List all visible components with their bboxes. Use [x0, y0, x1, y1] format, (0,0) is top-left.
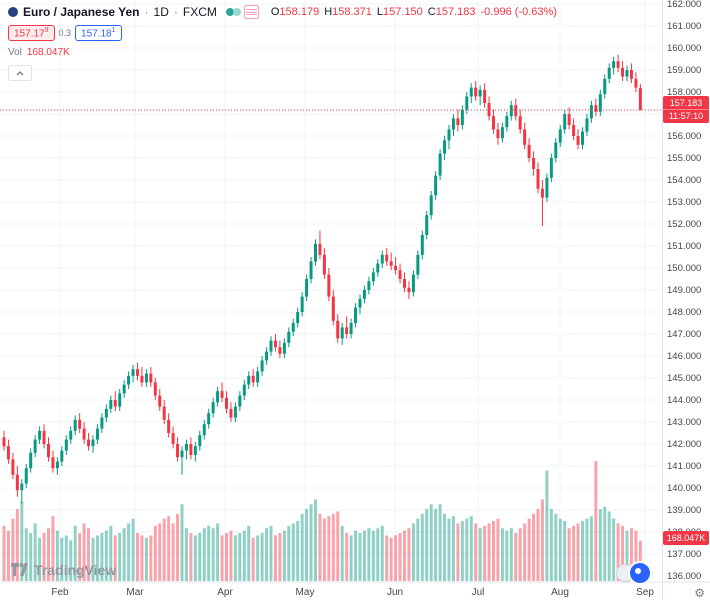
time-tick-label: Sep: [636, 587, 654, 598]
volume-row: Vol 168.047K: [8, 47, 557, 58]
separator: ·: [173, 5, 178, 19]
low-value: 157.150: [383, 6, 423, 18]
price-tick-label: 153.000: [667, 197, 701, 208]
price-tick-label: 151.000: [667, 241, 701, 252]
symbol-logo-icon: [8, 7, 18, 17]
price-tick-label: 162.000: [667, 0, 701, 10]
time-tick-label: Jun: [387, 587, 403, 598]
price-tick-label: 149.000: [667, 285, 701, 296]
high-value: 158.371: [332, 6, 372, 18]
time-tick-label: Mar: [126, 587, 144, 598]
chevron-up-icon: [16, 70, 24, 76]
price-tick-label: 147.000: [667, 329, 701, 340]
high-label: H: [324, 6, 333, 18]
settings-gear-icon[interactable]: ⚙: [694, 586, 705, 600]
close-value: 157.183: [435, 6, 476, 18]
volume-bars: [2, 461, 642, 581]
price-tick-label: 148.000: [667, 307, 701, 318]
circle-button-blue[interactable]: [628, 561, 652, 585]
price-tick-label: 144.000: [667, 395, 701, 406]
spread-value: 0.3: [58, 28, 72, 39]
volume-value: 168.047K: [26, 47, 70, 59]
bid-ask-row: 157.179 0.3 157.181: [8, 25, 557, 42]
price-tick-label: 140.000: [667, 483, 701, 494]
paired-circles-icon[interactable]: [225, 8, 234, 16]
symbol-name[interactable]: Euro / Japanese Yen: [23, 5, 140, 19]
price-tick-label: 146.000: [667, 351, 701, 362]
price-tick-label: 158.000: [667, 87, 701, 98]
time-tick-label: May: [296, 587, 315, 598]
legend-icons: [225, 5, 259, 19]
price-tick-label: 160.000: [667, 43, 701, 54]
price-tick-label: 152.000: [667, 219, 701, 230]
price-tick-label: 161.000: [667, 21, 701, 32]
list-icon[interactable]: [243, 5, 259, 19]
bar-countdown: 11:57:10: [663, 108, 709, 123]
tradingview-logo-text: TradingView: [34, 561, 117, 578]
ohlc-values: O158.179 H158.371 L157.150 C157.183 -0.9…: [271, 6, 557, 18]
separator: ·: [144, 5, 149, 19]
time-tick-label: Apr: [217, 587, 233, 598]
floating-buttons: [616, 561, 652, 585]
volume-label: Vol: [8, 47, 22, 59]
legend: Euro / Japanese Yen · 1D · FXCM O158.179…: [8, 5, 557, 82]
price-tick-label: 145.000: [667, 373, 701, 384]
change-value: -0.996 (-0.63%): [480, 6, 557, 18]
open-label: O: [270, 6, 280, 18]
price-tick-label: 136.000: [667, 571, 701, 582]
time-tick-label: Aug: [551, 587, 569, 598]
close-label: C: [427, 6, 436, 18]
price-tick-label: 159.000: [667, 65, 701, 76]
price-tick-label: 139.000: [667, 505, 701, 516]
collapse-legend-button[interactable]: [8, 65, 32, 82]
tradingview-logo-icon: [11, 563, 28, 576]
last-price-axis-label: 157.183 11:57:10: [663, 95, 709, 123]
price-tick-label: 150.000: [667, 263, 701, 274]
price-tick-label: 154.000: [667, 175, 701, 186]
price-tick-label: 156.000: [667, 131, 701, 142]
buy-button[interactable]: 157.181: [75, 25, 122, 42]
low-label: L: [376, 6, 384, 18]
symbol-row: Euro / Japanese Yen · 1D · FXCM O158.179…: [8, 5, 557, 19]
price-tick-label: 143.000: [667, 417, 701, 428]
open-value: 158.179: [279, 6, 320, 18]
price-tick-label: 142.000: [667, 439, 701, 450]
time-tick-label: Jul: [472, 587, 485, 598]
last-price-value: 157.183: [669, 97, 703, 108]
paired-circles-icon[interactable]: [232, 8, 241, 16]
tradingview-logo[interactable]: TradingView: [10, 561, 116, 578]
grid-lines: [0, 0, 663, 582]
timeframe-label[interactable]: 1D: [153, 5, 169, 19]
sell-button[interactable]: 157.179: [8, 25, 55, 42]
price-tick-label: 141.000: [667, 461, 701, 472]
candles: [2, 54, 642, 504]
volume-axis-label: 168.047K: [663, 530, 709, 545]
price-tick-label: 155.000: [667, 153, 701, 164]
price-tick-label: 137.000: [667, 549, 701, 560]
time-tick-label: Feb: [51, 587, 69, 598]
exchange-label: FXCM: [182, 5, 217, 19]
